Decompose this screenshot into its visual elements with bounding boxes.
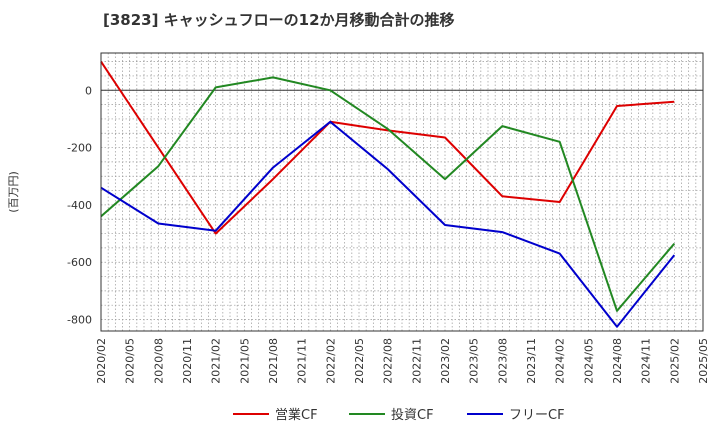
legend: 営業CF 投資CF フリーCF: [233, 407, 565, 423]
series-line-営業CF: [100, 61, 675, 235]
x-tick-label: 2025/05: [697, 338, 710, 384]
series-line-投資CF: [100, 76, 676, 312]
plot-frame: [100, 52, 704, 332]
x-tick-label: 2020/08: [152, 338, 165, 384]
plot-area: [101, 53, 703, 331]
x-tick-label: 2020/05: [124, 338, 137, 384]
x-tick-label: 2023/11: [525, 338, 538, 384]
x-tick-label: 2023/05: [468, 338, 481, 384]
y-tick-label: -800: [67, 314, 92, 327]
x-tick-label: 2021/08: [267, 338, 280, 384]
x-tick-label: 2024/11: [640, 338, 653, 384]
series-lines: [100, 61, 676, 328]
x-tick-label: 2024/05: [582, 338, 595, 384]
x-tick-label: 2021/02: [210, 338, 223, 384]
x-tick-label: 2022/11: [410, 338, 423, 384]
legend-label: フリーCF: [509, 408, 565, 423]
x-tick-label: 2022/08: [382, 338, 395, 384]
x-tick-label: 2020/11: [181, 338, 194, 384]
x-tick-label: 2021/05: [238, 338, 251, 384]
x-tick-label: 2021/11: [296, 338, 309, 384]
y-tick-label: -600: [67, 256, 92, 269]
legend-label: 営業CF: [275, 407, 318, 423]
x-tick-label: 2022/05: [353, 338, 366, 384]
y-tick-label: -200: [67, 142, 92, 155]
grid-lines: [100, 53, 704, 331]
y-tick-label: 0: [85, 84, 92, 97]
x-tick-label: 2024/08: [611, 338, 624, 384]
x-tick-label: 2025/02: [668, 338, 681, 384]
x-tick-labels: 2020/02 2020/05 2020/08 2020/11 2021/02 2021/…: [95, 338, 710, 384]
y-tick-label: -400: [67, 199, 92, 212]
series-line-フリーCF: [100, 120, 676, 328]
x-tick-label: 2023/02: [439, 338, 452, 384]
x-tick-label: 2023/08: [496, 338, 509, 384]
x-tick-label: 2020/02: [95, 338, 108, 384]
legend-label: 投資CF: [391, 407, 434, 423]
y-axis-label: (百万円): [7, 171, 20, 213]
x-tick-label: 2024/02: [554, 338, 567, 384]
x-tick-label: 2022/02: [324, 338, 337, 384]
y-tick-labels: 0 -200 -400 -600 -800: [67, 84, 92, 326]
chart-title: [3823] キャッシュフローの12か月移動合計の推移: [103, 11, 455, 29]
